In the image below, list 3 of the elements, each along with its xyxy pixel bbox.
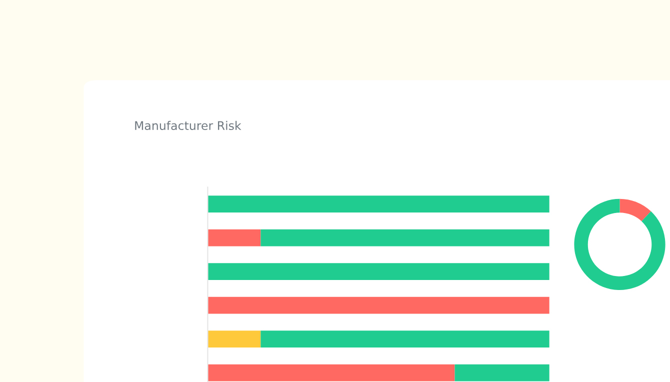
donut-slice [620,198,651,222]
chart-title: Manufacturer Risk [135,120,242,130]
donut-slice [574,198,666,290]
